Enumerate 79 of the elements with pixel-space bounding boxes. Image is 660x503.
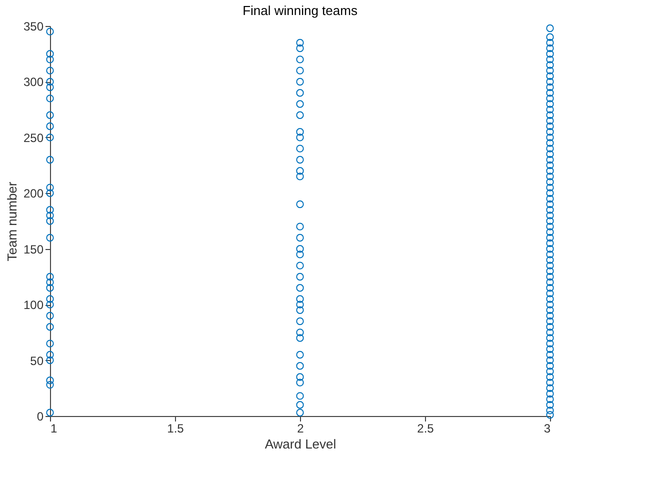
point (296, 350, 304, 359)
point (46, 300, 54, 308)
chart-title: Final winning teams (242, 3, 358, 18)
point (46, 217, 54, 225)
point (296, 156, 304, 164)
point (296, 306, 304, 314)
x-tick-label: 2 (297, 422, 304, 436)
point (296, 167, 304, 175)
point (296, 200, 304, 208)
point (296, 328, 304, 336)
point (296, 44, 304, 52)
x-tick-label: 1 (50, 422, 58, 436)
point (296, 234, 304, 242)
point (296, 373, 304, 381)
point (296, 78, 304, 86)
x-tick-label: 3 (544, 422, 551, 436)
point (46, 356, 54, 364)
point (296, 100, 304, 108)
y-tick-label: 150 (23, 242, 44, 256)
point (296, 111, 304, 119)
point (296, 144, 304, 152)
point (46, 66, 54, 74)
point (46, 94, 54, 102)
point (296, 66, 304, 74)
point (296, 362, 304, 370)
y-tick-label: 50 (30, 354, 44, 368)
y-axis-title: Team number (4, 181, 20, 262)
point (296, 334, 304, 342)
point (46, 184, 54, 192)
point (296, 172, 304, 180)
point (296, 272, 304, 281)
point (296, 284, 304, 292)
point (46, 83, 54, 92)
y-tick-label: 250 (23, 130, 44, 145)
point (46, 111, 54, 119)
point (296, 134, 304, 142)
y-tick-label: 350 (23, 20, 44, 34)
point (46, 189, 54, 197)
x-axis-title: Award Level (264, 436, 336, 452)
point (296, 317, 304, 326)
point (296, 378, 304, 386)
point (46, 212, 54, 220)
point (46, 272, 54, 281)
point (46, 340, 54, 348)
point (46, 312, 54, 320)
point (296, 89, 304, 97)
point (46, 156, 54, 164)
point (296, 262, 304, 270)
point (46, 380, 54, 389)
point (46, 376, 54, 384)
y-tick-label: 300 (23, 75, 44, 90)
point (296, 300, 304, 308)
point (46, 50, 54, 58)
point (46, 56, 54, 64)
y-tick-label: 100 (23, 298, 44, 312)
x-tick-label: 2.5 (417, 422, 434, 436)
point (46, 350, 54, 359)
point (296, 56, 304, 64)
point (46, 323, 54, 331)
point (46, 134, 54, 142)
point (46, 234, 54, 242)
point (46, 278, 54, 286)
point (46, 122, 54, 130)
point (296, 245, 304, 253)
point (296, 295, 304, 303)
point (46, 295, 54, 303)
point (296, 401, 304, 409)
point (46, 78, 54, 86)
point (296, 222, 304, 230)
point (296, 250, 304, 258)
point (46, 284, 54, 292)
point (296, 408, 304, 417)
point (296, 392, 304, 400)
x-tick-label: 1.5 (167, 422, 184, 436)
y-tick-label: 0 (36, 410, 44, 424)
y-tick-label: 200 (23, 186, 44, 201)
point (296, 128, 304, 136)
point (296, 38, 304, 47)
point (46, 206, 54, 214)
